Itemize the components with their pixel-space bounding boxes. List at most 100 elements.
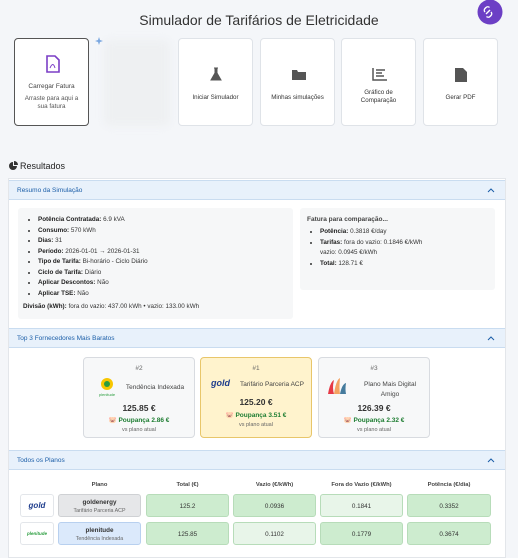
gold-logo: gold <box>211 378 230 388</box>
supplier-card[interactable]: #1 gold Tarifário Parceria ACP 125.20 € … <box>200 357 312 438</box>
chart-icon <box>372 68 387 81</box>
rank: #1 <box>252 365 260 372</box>
list-item: Consumo: 570 kWh <box>38 226 148 237</box>
value-cell: 0.1779 <box>320 522 403 545</box>
item-value: 2026-01-01 → 2026-01-31 <box>65 247 140 255</box>
item-value: 6.9 kVA <box>103 216 125 223</box>
item-value: 128.71 € <box>338 259 363 267</box>
item-value: Bi-horário - Ciclo Diário <box>82 258 148 265</box>
results-title: Resultados <box>20 161 66 171</box>
chevron <box>487 188 495 193</box>
chevron <box>487 336 495 341</box>
item-label: Ciclo de Tarifa: <box>38 268 84 276</box>
division-value: fora do vazio: 437.00 kWh • vazio: 133.0… <box>68 303 200 310</box>
list-item: Tarifas: fora do vazio: 0.1846 €/kWh vaz… <box>320 238 440 259</box>
plan-name: Plano Mais Digital Amigo <box>363 381 417 398</box>
action-label: Minhas simulações <box>271 94 324 101</box>
logo-text: plenitude <box>99 392 116 397</box>
section-header[interactable]: Resumo da Simulação <box>9 180 505 200</box>
column-header: Fora do Vazio (€/kWh) <box>331 482 392 488</box>
item-label: Consumo: <box>38 226 70 234</box>
column-header: Potência (€/dia) <box>427 482 471 488</box>
item-value: fora do vazio: 0.1846 €/kWh vazio: 0.094… <box>320 238 423 257</box>
savings: 🐷 Poupança 2.86 € <box>108 417 170 424</box>
value-cell: 125.2 <box>146 494 229 517</box>
item-label: Aplicar Descontos: <box>38 279 96 286</box>
page: Simulador de Tarifários de Eletricidade … <box>0 0 518 540</box>
item-label: Tipo de Tarifa: <box>38 258 81 265</box>
supplier-logo: gold <box>20 494 54 517</box>
item-label: Potência Contratada: <box>38 216 102 223</box>
value-cell: 125.85 <box>146 522 229 545</box>
price: 125.20 € <box>239 397 273 407</box>
plan-name: Tendência Indexada <box>125 384 185 391</box>
upload-hint: Arraste para aqui a sua fatura <box>24 95 79 110</box>
action-card[interactable]: Gerar PDF <box>423 38 498 126</box>
supplier-name: goldenergy <box>82 499 117 506</box>
summary-list: Potência Contratada: 6.9 kVA Consumo: 570… <box>28 215 148 299</box>
note: vs plano atual <box>357 427 391 433</box>
item-label: Aplicar TSE: <box>38 289 76 297</box>
column-header: Total (€) <box>176 482 199 488</box>
division-label: Divisão (kWh): <box>23 303 67 310</box>
value-cell: 0.0936 <box>233 494 316 517</box>
item-label: Período: <box>38 247 64 255</box>
item-value: Diário <box>84 268 102 276</box>
section-header[interactable]: Top 3 Fornecedores Mais Baratos <box>9 328 505 348</box>
plenitude-logo: plenitude <box>99 378 116 397</box>
summary-box: Potência Contratada: 6.9 kVA Consumo: 570… <box>18 208 293 319</box>
link-button[interactable] <box>476 0 504 26</box>
supplier-logo <box>328 378 346 394</box>
app-title: Simulador de Tarifários de Eletricidade <box>139 12 379 28</box>
section-header[interactable]: Todos os Planos <box>9 450 505 470</box>
savings-text: Poupança 3.51 € <box>235 412 287 419</box>
value-cell: 0.3352 <box>407 494 491 517</box>
savings-text: Poupança 2.32 € <box>353 417 405 424</box>
list-item: Aplicar TSE: Não <box>38 289 148 300</box>
value-cell: 0.1102 <box>233 522 316 545</box>
list-item: Potência: 0.3818 €/day <box>320 227 440 238</box>
savings: 🐷 Poupança 3.51 € <box>225 412 287 419</box>
plan-name: Tarifário Parceria ACP <box>73 508 126 514</box>
section-title: Resumo da Simulação <box>17 187 83 194</box>
action-card[interactable]: Gráfico de Comparação <box>341 38 416 126</box>
rank: #2 <box>135 365 143 372</box>
folder-icon <box>292 70 306 80</box>
list-item: Dias: 31 <box>38 236 148 247</box>
item-label: Potência: <box>320 228 349 235</box>
value-cell: 0.3674 <box>407 522 491 545</box>
savings-text: Poupança 2.86 € <box>118 417 170 424</box>
division: Divisão (kWh): fora do vazio: 437.00 kWh… <box>23 303 199 310</box>
action-card[interactable]: Minhas simulações <box>260 38 335 126</box>
rank: #3 <box>370 365 378 372</box>
blurred-card <box>104 40 170 126</box>
item-value: 31 <box>55 237 63 244</box>
note: vs plano atual <box>122 427 156 433</box>
item-label: Total: <box>320 259 337 267</box>
list-item: Período: 2026-01-01 → 2026-01-31 <box>38 247 148 258</box>
comparison-title: Fatura para comparação... <box>307 216 388 223</box>
upload-card[interactable]: Carregar Fatura Arraste para aqui a sua … <box>14 38 89 126</box>
column-header: Plano <box>91 482 108 488</box>
price: 126.39 € <box>357 403 391 413</box>
sparkle <box>95 37 103 45</box>
supplier-logo: plenitude <box>20 522 54 545</box>
action-label: Iniciar Simulador <box>192 94 239 101</box>
action-label: Gráfico de Comparação <box>360 89 397 104</box>
pie-icon <box>9 161 18 170</box>
item-value: 570 kWh <box>70 226 96 234</box>
supplier-name: plenitude <box>85 527 114 534</box>
supplier-card[interactable]: #2 plenitude Tendência Indexada 125.85 €… <box>83 357 195 438</box>
action-card[interactable]: Iniciar Simulador <box>178 38 253 126</box>
supplier-card[interactable]: #3 Plano Mais Digital Amigo 126.39 € 🐷 P… <box>318 357 430 438</box>
plan-cell: goldenergy Tarifário Parceria ACP <box>58 494 141 517</box>
section-title: Top 3 Fornecedores Mais Baratos <box>17 335 115 342</box>
comparison-list: Potência: 0.3818 €/dayTarifas: fora do v… <box>310 227 440 269</box>
upload-title: Carregar Fatura <box>28 83 75 90</box>
list-item: Tipo de Tarifa: Bi-horário - Ciclo Diári… <box>38 257 148 268</box>
list-item: Ciclo de Tarifa: Diário <box>38 268 148 279</box>
plan-cell: plenitude Tendência Indexada <box>58 522 141 545</box>
note: vs plano atual <box>239 422 273 428</box>
savings: 🐷 Poupança 2.32 € <box>343 417 405 424</box>
item-value: Não <box>77 289 89 297</box>
